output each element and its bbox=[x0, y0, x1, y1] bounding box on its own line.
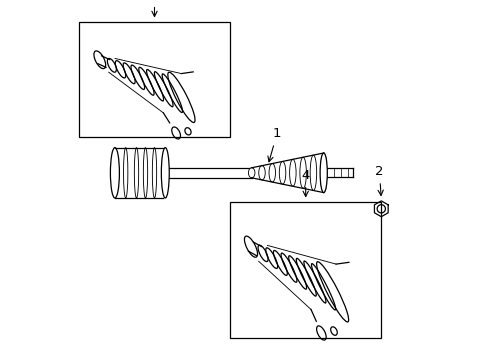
Ellipse shape bbox=[110, 148, 119, 198]
Ellipse shape bbox=[320, 153, 326, 193]
Ellipse shape bbox=[299, 157, 306, 188]
Text: 1: 1 bbox=[267, 127, 281, 162]
Ellipse shape bbox=[161, 148, 169, 198]
Bar bbox=[230, 202, 381, 338]
Ellipse shape bbox=[258, 166, 264, 180]
Ellipse shape bbox=[309, 155, 316, 190]
Ellipse shape bbox=[248, 168, 254, 178]
Ellipse shape bbox=[279, 161, 285, 184]
Ellipse shape bbox=[320, 153, 326, 193]
Text: 2: 2 bbox=[374, 165, 383, 195]
Text: 4: 4 bbox=[301, 169, 309, 197]
Ellipse shape bbox=[289, 159, 295, 186]
Bar bbox=[79, 22, 230, 137]
Text: 3: 3 bbox=[150, 0, 159, 17]
Ellipse shape bbox=[268, 163, 275, 182]
